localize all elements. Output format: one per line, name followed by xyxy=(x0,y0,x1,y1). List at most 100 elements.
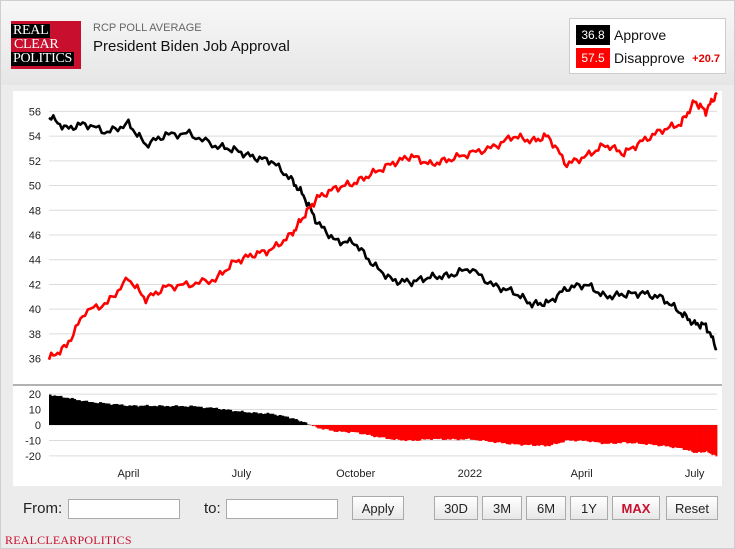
spread-bar xyxy=(623,425,627,443)
spread-bar xyxy=(644,425,648,445)
spread-bar xyxy=(409,425,412,440)
spread-bar xyxy=(80,401,84,425)
spread-bar xyxy=(637,425,641,444)
range-button-1y[interactable]: 1Y xyxy=(570,496,608,520)
spread-bar xyxy=(432,425,436,439)
spread-bar xyxy=(555,425,558,445)
spread-bar xyxy=(642,425,646,445)
spread-bar xyxy=(291,418,294,425)
to-date-input[interactable] xyxy=(226,499,338,519)
range-button-max[interactable]: MAX xyxy=(612,496,660,520)
spread-bar xyxy=(366,425,369,435)
footer-brand[interactable]: REALCLEARPOLITICS xyxy=(5,533,132,547)
spread-bar xyxy=(356,425,360,433)
spread-bar xyxy=(361,425,365,435)
disapprove-value-badge: 57.5 xyxy=(576,48,610,68)
spread-bar xyxy=(612,425,615,444)
spread-bar xyxy=(552,425,556,444)
spread-bar xyxy=(375,425,379,437)
header: REAL CLEAR POLITICS RCP POLL AVERAGE Pre… xyxy=(1,1,734,85)
spread-bar xyxy=(607,425,611,444)
spread-bar xyxy=(82,400,86,425)
spread-bar xyxy=(708,425,711,454)
spread-bar xyxy=(224,409,228,425)
spread-bar xyxy=(294,419,297,425)
spread-bar xyxy=(451,425,455,439)
spread-bar xyxy=(701,425,704,453)
spread-bar xyxy=(385,425,389,440)
spread-bar xyxy=(373,425,376,438)
spread-bar xyxy=(186,406,190,425)
spread-bar xyxy=(676,425,680,448)
x-tick-label: July xyxy=(685,468,705,480)
spread-bar xyxy=(222,409,226,425)
spread-bar xyxy=(406,425,410,441)
range-button-30d[interactable]: 30D xyxy=(434,496,478,520)
spread-bar xyxy=(574,425,578,442)
spread-bar xyxy=(395,425,398,439)
spread-bar xyxy=(411,425,415,441)
spread-bar xyxy=(475,425,480,441)
spread-bar xyxy=(542,425,545,446)
spread-bar xyxy=(413,425,417,441)
spread-bar xyxy=(444,425,447,440)
spread-bar xyxy=(123,405,127,425)
spread-bar xyxy=(711,425,714,456)
range-button-6m[interactable]: 6M xyxy=(526,496,566,520)
approve-value-badge: 36.8 xyxy=(576,25,610,45)
spread-bar xyxy=(271,413,275,425)
rcp-logo[interactable]: REAL CLEAR POLITICS xyxy=(11,21,81,69)
spread-bar xyxy=(257,413,261,425)
spread-bar xyxy=(605,425,608,444)
spread-bar xyxy=(633,425,636,444)
apply-button[interactable]: Apply xyxy=(352,496,404,520)
spread-bar xyxy=(686,425,689,451)
spread-bar xyxy=(202,408,207,425)
spread-bar xyxy=(174,405,178,425)
logo-line-3: POLITICS xyxy=(11,51,75,66)
spread-bar xyxy=(349,425,353,432)
spread-bar xyxy=(548,425,551,447)
y-tick-label: 50 xyxy=(29,181,41,193)
range-button-3m[interactable]: 3M xyxy=(482,496,522,520)
spread-bar xyxy=(317,425,320,429)
spread-bar xyxy=(390,425,394,440)
spread-bar xyxy=(392,425,396,440)
spread-bar xyxy=(593,425,597,443)
spread-bar xyxy=(331,425,334,431)
spread-bar xyxy=(125,406,129,425)
reset-button[interactable]: Reset xyxy=(666,496,718,520)
spread-bar xyxy=(192,406,197,425)
spread-bar xyxy=(456,425,460,441)
spread-bar xyxy=(278,414,282,425)
spread-bar xyxy=(588,425,592,443)
spread-bar xyxy=(527,425,531,446)
spread-bar xyxy=(163,406,167,425)
spread-bar xyxy=(315,425,318,428)
spread-bar xyxy=(635,425,639,443)
spread-bar xyxy=(112,404,116,425)
spread-bar xyxy=(240,410,244,425)
from-date-input[interactable] xyxy=(68,499,180,519)
spread-bar xyxy=(168,406,173,425)
spread-bar xyxy=(705,425,708,451)
y-tick-label: 36 xyxy=(29,354,41,366)
spread-bar xyxy=(98,402,103,425)
x-tick-label: April xyxy=(571,468,593,480)
spread-bar xyxy=(252,412,256,425)
spread-bar xyxy=(215,407,219,425)
series-line-disapprove xyxy=(47,91,718,361)
spread-bar xyxy=(261,413,265,425)
spread-bar xyxy=(584,425,588,441)
spread-tick-label: -20 xyxy=(25,451,41,463)
spread-bar xyxy=(62,397,65,425)
spread-bar xyxy=(153,405,157,425)
spread-bar xyxy=(649,425,653,445)
spread-bar xyxy=(478,425,483,441)
spread-bar xyxy=(498,425,502,443)
chart-svg[interactable]: 36 38 40 42 44 46 48 50 52 54 56 20 10 0 -10 -20 April Ju… xyxy=(13,91,722,486)
spread-bar xyxy=(614,425,618,444)
spread-bar xyxy=(439,425,443,439)
spread-bar xyxy=(399,425,403,441)
chart-area[interactable]: 36 38 40 42 44 46 48 50 52 54 56 20 10 0 -10 -20 April Ju… xyxy=(13,91,722,486)
